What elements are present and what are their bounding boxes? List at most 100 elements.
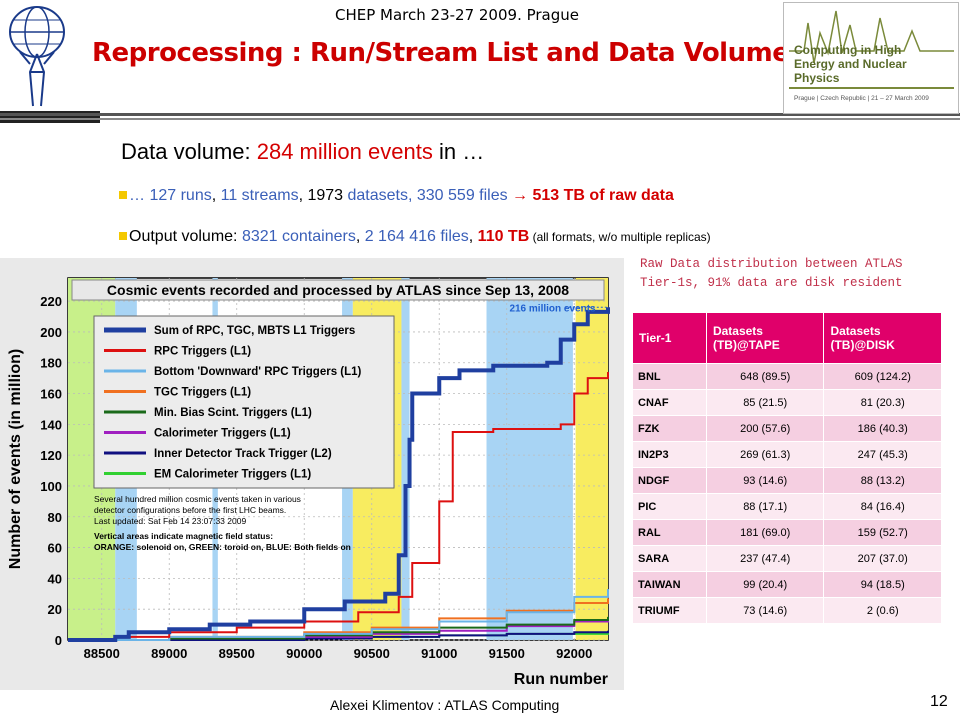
- y-tick-label: 200: [40, 325, 62, 340]
- disk-value: 2 (0.6): [823, 597, 942, 624]
- data-volume-prefix: Data volume:: [121, 139, 257, 164]
- y-tick-label: 60: [48, 541, 62, 556]
- bullet-icon: [119, 232, 127, 240]
- tape-value: 85 (21.5): [705, 389, 825, 416]
- y-tick-label: 220: [40, 294, 62, 309]
- chart-legend: [93, 315, 395, 489]
- tier1-site: BNL: [632, 363, 707, 390]
- tape-value: 269 (61.3): [705, 441, 825, 468]
- separator: ,: [298, 187, 308, 204]
- raw-data-total: 513 TB of raw data: [532, 187, 674, 204]
- tape-value: 73 (14.6): [705, 597, 825, 624]
- chart-note: ORANGE: solenoid on, GREEN: toroid on, B…: [94, 542, 351, 552]
- column-header: Datasets (TB)@DISK: [823, 312, 942, 364]
- series-line: [68, 630, 609, 641]
- tier1-site: FZK: [632, 415, 707, 442]
- field-band: [486, 278, 573, 640]
- output-volume-line: Output volume: 8321 containers, 2 164 41…: [119, 228, 711, 246]
- column-header: Datasets (TB)@TAPE: [705, 312, 825, 364]
- data-volume-line: Data volume: 284 million events in …: [121, 139, 484, 165]
- y-tick-label: 20: [48, 602, 62, 617]
- files-count: 330 559 files: [416, 187, 508, 204]
- tier1-site: IN2P3: [632, 441, 707, 468]
- separator: ,: [468, 228, 478, 245]
- y-tick-label: 0: [55, 633, 62, 648]
- conference-line: CHEP March 23-27 2009. Prague: [335, 6, 579, 24]
- disk-value: 609 (124.2): [823, 363, 942, 390]
- tier1-site: TAIWAN: [632, 571, 707, 598]
- table-row: NDGF 93 (14.6) 88 (13.2): [632, 467, 942, 494]
- x-tick-label: 91500: [489, 646, 525, 661]
- legend-label: Sum of RPC, TGC, MBTS L1 Triggers: [154, 325, 355, 337]
- tier1-site: RAL: [632, 519, 707, 546]
- table-row: IN2P3 269 (61.3) 247 (45.3): [632, 441, 942, 468]
- tape-value: 200 (57.6): [705, 415, 825, 442]
- tier1-table: Tier-1 Datasets (TB)@TAPE Datasets (TB)@…: [632, 312, 942, 624]
- chep-logo: Computing in High Energy and Nuclear Phy…: [783, 2, 959, 114]
- output-note-tail: w/o multiple replicas): [598, 230, 711, 244]
- x-tick-label: 90500: [354, 646, 390, 661]
- table-row: BNL 648 (89.5) 609 (124.2): [632, 363, 942, 390]
- table-row: CNAF 85 (21.5) 81 (20.3): [632, 389, 942, 416]
- page-number: 12: [930, 693, 948, 710]
- tape-value: 88 (17.1): [705, 493, 825, 520]
- legend-label: TGC Triggers (L1): [154, 387, 251, 399]
- output-size: 110 TB: [477, 228, 530, 245]
- bullet-icon: [119, 191, 127, 199]
- x-tick-label: 88500: [84, 646, 120, 661]
- tier1-site: CNAF: [632, 389, 707, 416]
- x-tick-label: 92000: [556, 646, 592, 661]
- column-header: Tier-1: [632, 312, 707, 364]
- table-header-row: Tier-1 Datasets (TB)@TAPE Datasets (TB)@…: [632, 312, 942, 364]
- y-tick-label: 160: [40, 387, 62, 402]
- tape-value: 648 (89.5): [705, 363, 825, 390]
- chart-annotation: 216 million events: [509, 303, 596, 314]
- disk-value: 88 (13.2): [823, 467, 942, 494]
- table-row: TRIUMF 73 (14.6) 2 (0.6): [632, 597, 942, 624]
- events-chart-panel: 0 20 40 60 80 100 120 140 160 180 200 220 88500 89000…: [0, 258, 624, 690]
- tier1-site: SARA: [632, 545, 707, 572]
- y-tick-label: 40: [48, 571, 62, 586]
- legend-label: RPC Triggers (L1): [154, 346, 251, 358]
- legend-label: Bottom 'Downward' RPC Triggers (L1): [154, 366, 362, 378]
- footer-author: Alexei Klimentov : ATLAS Computing: [330, 697, 560, 713]
- legend-label: Calorimeter Triggers (L1): [154, 428, 291, 440]
- runs-streams-line: … 127 runs, 11 streams, 1973 datasets, 3…: [119, 187, 674, 205]
- series-line: [68, 616, 609, 641]
- output-files-count: 2 164 416 files: [364, 228, 469, 245]
- chep-logo-subtext: Prague | Czech Republic | 21 – 27 March …: [794, 95, 929, 102]
- data-volume-events: 284 million events: [256, 139, 433, 164]
- atlas-logo: [6, 2, 68, 115]
- output-volume-label: Output volume:: [129, 228, 242, 245]
- table-row: SARA 237 (47.4) 207 (37.0): [632, 545, 942, 572]
- chart-title-box: [71, 279, 605, 301]
- tape-value: 99 (20.4): [705, 571, 825, 598]
- slide-title: Reprocessing : Run/Stream List and Data …: [92, 38, 790, 68]
- datasets-label: datasets,: [343, 187, 417, 204]
- output-note: (all formats,: [529, 230, 599, 244]
- chart-note: Several hundred million cosmic events ta…: [94, 494, 301, 504]
- tape-value: 237 (47.4): [705, 545, 825, 572]
- chep-logo-text: Computing in High Energy and Nuclear Phy…: [794, 43, 907, 85]
- disk-value: 94 (18.5): [823, 571, 942, 598]
- runs-count: … 127 runs: [129, 187, 212, 204]
- x-tick-label: 89000: [151, 646, 187, 661]
- title-divider-secondary: [0, 118, 960, 120]
- x-tick-label: 91000: [421, 646, 457, 661]
- disk-value: 159 (52.7): [823, 519, 942, 546]
- chart-note: detector configurations before the first…: [94, 505, 286, 515]
- disk-value: 247 (45.3): [823, 441, 942, 468]
- legend-label: EM Calorimeter Triggers (L1): [154, 469, 311, 481]
- tier1-site: PIC: [632, 493, 707, 520]
- tape-value: 93 (14.6): [705, 467, 825, 494]
- field-band: [401, 278, 410, 640]
- table-row: RAL 181 (69.0) 159 (52.7): [632, 519, 942, 546]
- legend-label: Min. Bias Scint. Triggers (L1): [154, 407, 312, 419]
- tier1-site: TRIUMF: [632, 597, 707, 624]
- raw-data-note: Raw Data distribution between ATLAS Tier…: [640, 257, 903, 290]
- legend-label: Inner Detector Track Trigger (L2): [154, 448, 332, 460]
- chep-logo-graphic: [789, 10, 954, 89]
- table-row: PIC 88 (17.1) 84 (16.4): [632, 493, 942, 520]
- data-volume-suffix: in …: [432, 139, 485, 164]
- tape-value: 181 (69.0): [705, 519, 825, 546]
